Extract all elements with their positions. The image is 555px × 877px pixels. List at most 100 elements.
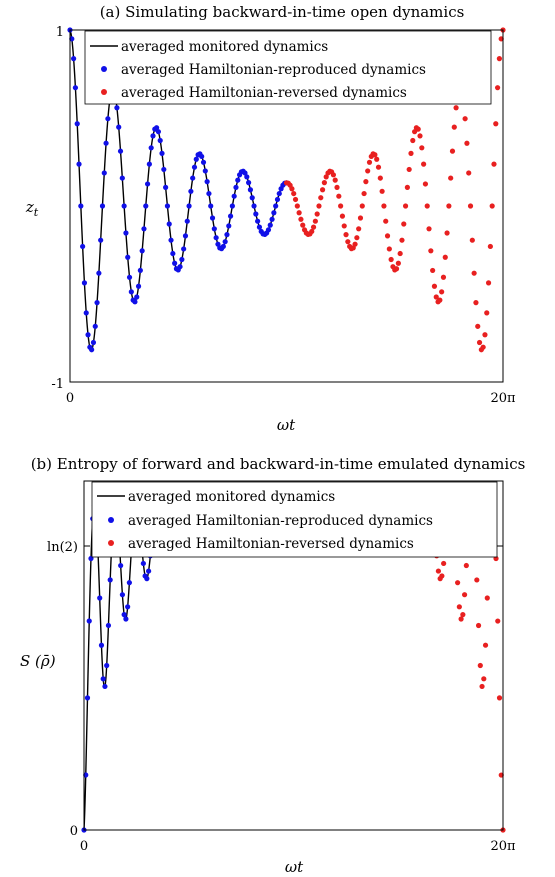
panel-b-legend-box <box>91 481 498 558</box>
a-point-reversed <box>314 211 320 217</box>
a-point-reproduced <box>85 332 91 338</box>
a-point-reversed <box>417 133 423 139</box>
panel-a-ytick-label-top: 1 <box>56 25 64 40</box>
a-point-reversed <box>318 195 324 201</box>
a-point-reproduced <box>224 232 230 238</box>
a-point-reversed <box>496 56 502 62</box>
panel-a-legend-blue-swatch <box>101 66 107 72</box>
a-point-reversed <box>334 184 340 190</box>
a-point-reversed <box>439 289 445 295</box>
a-point-reproduced <box>137 267 143 274</box>
panel-a-ylabel: zt <box>25 198 39 219</box>
a-point-reversed <box>406 166 412 173</box>
a-point-reversed <box>386 246 392 252</box>
a-point-reversed <box>448 175 454 181</box>
a-point-reversed <box>489 203 495 209</box>
b-point-reversed <box>441 560 447 567</box>
a-point-reversed <box>442 254 448 260</box>
a-point-reproduced <box>172 260 178 266</box>
a-point-reproduced <box>159 150 165 156</box>
a-point-reproduced <box>146 161 152 167</box>
a-point-reproduced <box>92 323 98 329</box>
a-point-reproduced <box>157 137 163 144</box>
a-point-reversed <box>440 274 447 280</box>
a-point-reversed <box>433 294 439 300</box>
a-point-reversed <box>345 239 351 245</box>
a-point-reproduced <box>208 203 214 209</box>
b-point-reproduced <box>102 683 108 690</box>
a-point-reproduced <box>220 243 226 250</box>
a-point-reversed <box>428 248 434 254</box>
b-point-reproduced <box>140 560 146 567</box>
a-point-reversed <box>354 235 360 241</box>
a-point-reproduced <box>251 203 257 209</box>
a-point-reproduced <box>148 145 154 151</box>
a-point-reversed <box>397 250 403 257</box>
a-point-reversed <box>291 190 297 197</box>
a-point-reproduced <box>244 174 250 180</box>
a-point-reproduced <box>101 170 107 176</box>
a-point-reversed <box>363 179 369 185</box>
a-point-reversed <box>319 187 326 193</box>
a-point-reversed <box>310 224 317 230</box>
a-point-reproduced <box>188 188 194 194</box>
a-point-reproduced <box>78 203 84 209</box>
a-point-reversed <box>341 223 347 229</box>
a-point-reproduced <box>150 133 156 139</box>
a-point-reversed <box>339 213 346 219</box>
b-point-reproduced <box>123 616 129 622</box>
a-point-reversed <box>471 270 477 276</box>
panel-a-xlabel: ωt <box>277 416 296 434</box>
b-point-reproduced <box>100 676 106 682</box>
a-point-reproduced <box>274 196 281 203</box>
a-point-reversed <box>343 232 349 238</box>
a-point-reversed <box>381 203 387 209</box>
a-point-reproduced <box>226 223 232 229</box>
a-point-reproduced <box>134 294 140 300</box>
b-point-reproduced <box>86 618 92 624</box>
a-point-reversed <box>430 267 436 274</box>
a-point-reproduced <box>99 203 106 209</box>
a-point-reproduced <box>206 190 212 197</box>
a-point-reversed <box>336 193 342 199</box>
panel-a-ytick-label-bottom: -1 <box>51 377 64 392</box>
a-point-reproduced <box>271 210 277 216</box>
panel-b-legend-entry-monitored: averaged monitored dynamics <box>128 489 335 505</box>
a-point-reversed <box>356 226 362 232</box>
a-point-reversed <box>424 203 430 209</box>
b-point-reproduced <box>119 592 126 598</box>
a-point-reversed <box>401 221 407 227</box>
a-point-reversed <box>408 150 414 156</box>
a-point-reproduced <box>116 124 122 130</box>
a-point-reproduced <box>233 184 239 190</box>
a-point-reproduced <box>235 177 241 183</box>
a-point-reversed <box>437 297 443 303</box>
a-point-reversed <box>298 216 304 222</box>
a-point-reversed <box>330 172 337 178</box>
b-point-reversed <box>455 580 461 586</box>
a-point-reversed <box>419 145 425 151</box>
a-point-reproduced <box>231 193 237 199</box>
a-point-reproduced <box>103 140 109 146</box>
b-point-reproduced <box>121 612 127 618</box>
a-point-reproduced <box>265 227 272 233</box>
panel-b-legend-blue-swatch <box>108 517 114 523</box>
a-point-reproduced <box>204 179 210 185</box>
a-point-reversed <box>453 105 459 111</box>
a-point-reversed <box>426 226 432 232</box>
a-point-reversed <box>475 323 481 329</box>
a-point-reproduced <box>191 164 198 170</box>
panel-b-legend: averaged monitored dynamics averaged Ham… <box>91 481 498 558</box>
a-point-reversed <box>372 152 378 158</box>
b-point-reversed <box>435 568 441 574</box>
a-point-reproduced <box>179 256 185 263</box>
b-point-reproduced <box>98 642 105 648</box>
a-point-reversed <box>482 332 488 338</box>
a-point-reproduced <box>144 181 151 187</box>
a-point-reproduced <box>222 239 228 245</box>
b-point-reproduced <box>107 577 113 583</box>
a-point-reproduced <box>166 221 172 227</box>
a-point-reversed <box>415 126 421 132</box>
panel-b-ytick-label-ln2: ln(2) <box>47 540 78 555</box>
a-point-reproduced <box>168 237 174 243</box>
